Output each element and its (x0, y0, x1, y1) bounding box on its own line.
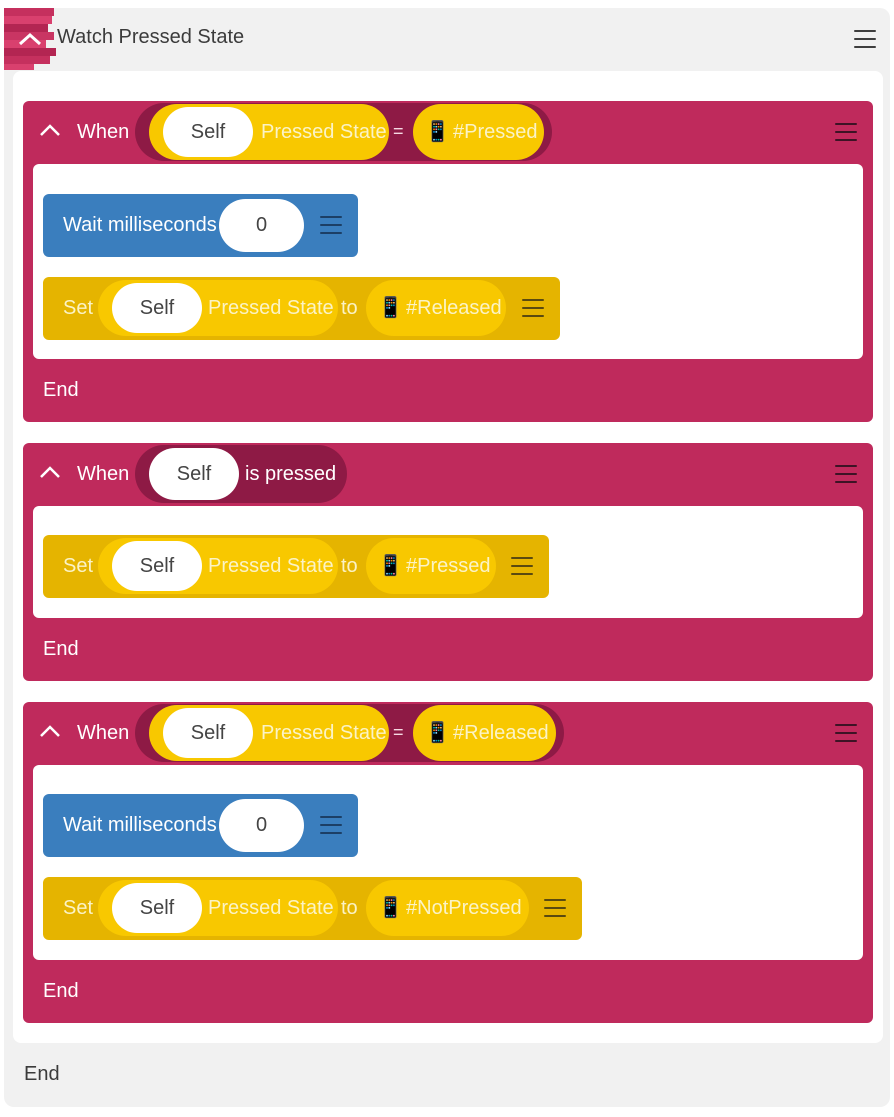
wait-label: Wait milliseconds (63, 214, 217, 236)
property-label: Pressed State (261, 121, 387, 143)
chevron-up-icon[interactable] (39, 123, 61, 137)
set-menu-icon[interactable] (544, 899, 566, 917)
property-pill[interactable]: Self Pressed State (98, 880, 338, 936)
when-label: When (77, 463, 130, 485)
panel-header: Watch Pressed State (4, 8, 890, 70)
milliseconds-input[interactable]: 0 (219, 799, 304, 852)
set-label: Set (63, 297, 94, 319)
set-label: Set (63, 555, 94, 577)
panel-end-label: End (24, 1063, 60, 1085)
value-pill[interactable]: 📱 #Released (413, 705, 556, 761)
wait-menu-icon[interactable] (320, 816, 342, 834)
when-block-2[interactable]: When Self is pressed Set Self Pressed St… (23, 443, 873, 681)
milliseconds-input[interactable]: 0 (219, 199, 304, 252)
block-menu-icon[interactable] (835, 724, 857, 742)
when-header: When Self Pressed State = 📱 #Released (23, 702, 873, 764)
end-label: End (43, 980, 79, 1002)
wait-block[interactable]: Wait milliseconds 0 (43, 194, 358, 257)
value-pill[interactable]: 📱 #NotPressed (366, 880, 529, 936)
value-pill[interactable]: 📱 #Pressed (413, 104, 544, 160)
end-label: End (43, 379, 79, 401)
property-pill[interactable]: Self Pressed State (149, 104, 389, 160)
event-label: is pressed (245, 463, 337, 485)
wait-label: Wait milliseconds (63, 814, 217, 836)
block-menu-icon[interactable] (835, 465, 857, 483)
condition-pill[interactable]: Self Pressed State = 📱 #Pressed (135, 103, 552, 161)
phone-icon: 📱 (425, 121, 450, 143)
value-pill[interactable]: 📱 #Pressed (366, 538, 496, 594)
condition-pill[interactable]: Self Pressed State = 📱 #Released (135, 704, 564, 762)
set-menu-icon[interactable] (522, 299, 544, 317)
to-label: to (341, 297, 358, 319)
wait-block[interactable]: Wait milliseconds 0 (43, 794, 358, 857)
set-block[interactable]: Set Self Pressed State to 📱 #NotPressed (43, 877, 582, 940)
property-label: Pressed State (208, 297, 334, 319)
wait-menu-icon[interactable] (320, 216, 342, 234)
object-pill[interactable]: Self (112, 883, 202, 933)
operator-label[interactable]: = (393, 722, 404, 742)
set-label: Set (63, 897, 94, 919)
when-label: When (77, 121, 130, 143)
collapse-toggle-icon[interactable] (4, 8, 56, 70)
property-label: Pressed State (261, 722, 387, 744)
chevron-up-icon[interactable] (39, 724, 61, 738)
phone-icon: 📱 (378, 297, 403, 319)
object-pill[interactable]: Self (163, 708, 253, 758)
end-label: End (43, 638, 79, 660)
object-pill[interactable]: Self (112, 283, 202, 333)
block-body: Wait milliseconds 0 Set Self Pressed Sta… (33, 164, 863, 359)
chevron-up-icon (18, 32, 42, 46)
panel-menu-icon[interactable] (854, 30, 876, 48)
property-pill[interactable]: Self Pressed State (98, 280, 338, 336)
block-body: Set Self Pressed State to 📱 #Pressed (33, 506, 863, 618)
to-label: to (341, 555, 358, 577)
object-pill[interactable]: Self (112, 541, 202, 591)
object-pill[interactable]: Self (149, 448, 239, 500)
block-body: Wait milliseconds 0 Set Self Pressed Sta… (33, 765, 863, 960)
value-label: #Released (406, 297, 502, 319)
value-label: #NotPressed (406, 897, 522, 919)
condition-pill[interactable]: Self is pressed (135, 445, 347, 503)
block-menu-icon[interactable] (835, 123, 857, 141)
set-menu-icon[interactable] (511, 557, 533, 575)
set-block[interactable]: Set Self Pressed State to 📱 #Released (43, 277, 560, 340)
to-label: to (341, 897, 358, 919)
phone-icon: 📱 (378, 897, 403, 919)
value-label: #Released (453, 722, 549, 744)
property-label: Pressed State (208, 555, 334, 577)
chevron-up-icon[interactable] (39, 465, 61, 479)
when-header: When Self Pressed State = 📱 #Pressed (23, 101, 873, 163)
property-pill[interactable]: Self Pressed State (149, 705, 389, 761)
property-label: Pressed State (208, 897, 334, 919)
when-block-1[interactable]: When Self Pressed State = 📱 #Pressed Wai… (23, 101, 873, 422)
phone-icon: 📱 (378, 555, 403, 577)
value-label: #Pressed (453, 121, 538, 143)
set-block[interactable]: Set Self Pressed State to 📱 #Pressed (43, 535, 549, 598)
operator-label[interactable]: = (393, 121, 404, 141)
when-header: When Self is pressed (23, 443, 873, 505)
when-label: When (77, 722, 130, 744)
value-label: #Pressed (406, 555, 491, 577)
object-pill[interactable]: Self (163, 107, 253, 157)
when-block-3[interactable]: When Self Pressed State = 📱 #Released Wa… (23, 702, 873, 1023)
phone-icon: 📱 (425, 722, 450, 744)
panel-title: Watch Pressed State (57, 26, 245, 48)
property-pill[interactable]: Self Pressed State (98, 538, 338, 594)
value-pill[interactable]: 📱 #Released (366, 280, 506, 336)
